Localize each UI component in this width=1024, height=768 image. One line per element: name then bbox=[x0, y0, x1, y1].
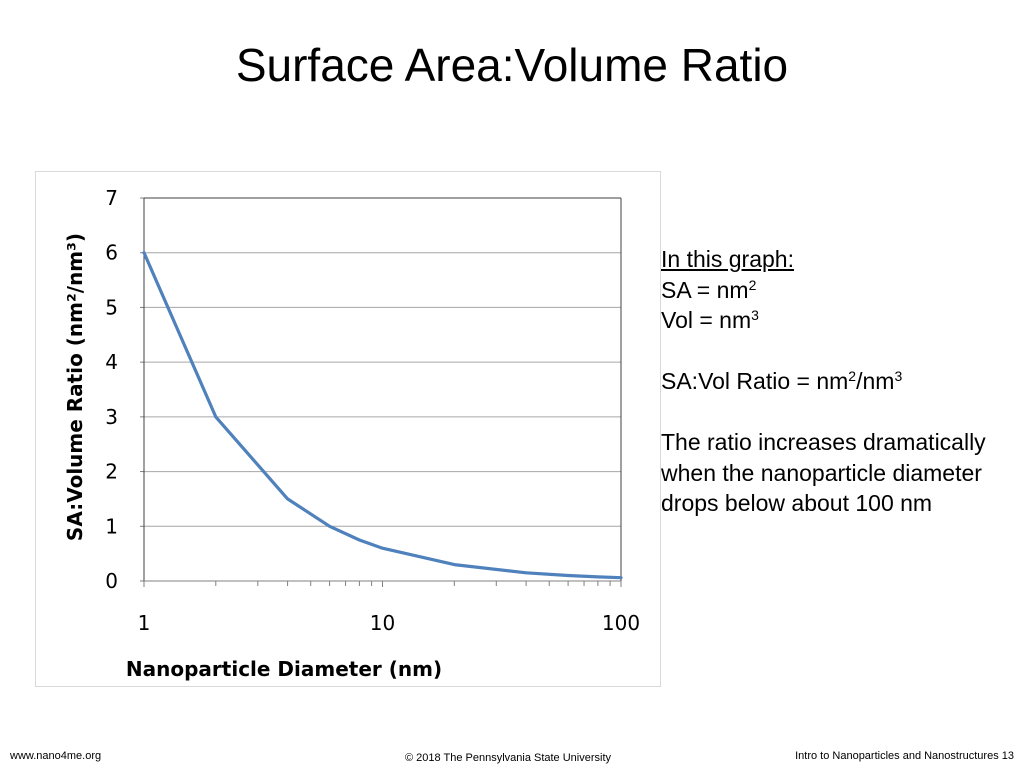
footer-course-page: Intro to Nanoparticles and Nanostructure… bbox=[795, 750, 1014, 762]
x-tick-label-100: 100 bbox=[602, 611, 640, 635]
slide-title: Surface Area:Volume Ratio bbox=[235, 39, 789, 91]
notes-spacer-2 bbox=[661, 397, 1011, 428]
y-tick-label-7: 7 bbox=[105, 186, 118, 210]
grid-layer bbox=[144, 197, 621, 527]
vol-prefix: Vol = nm bbox=[661, 307, 752, 333]
y-tick-label-4: 4 bbox=[105, 350, 118, 374]
sa-prefix: SA = nm bbox=[661, 276, 749, 303]
x-tick-label-10: 10 bbox=[370, 611, 395, 635]
notes-paragraph: The ratio increases dramatically when th… bbox=[661, 429, 986, 516]
y-axis-title: SA:Volume Ratio (nm²/nm³) bbox=[63, 233, 87, 541]
vol-exponent: 3 bbox=[751, 307, 759, 323]
ratio-prefix: SA:Vol Ratio = nm bbox=[661, 368, 849, 394]
graph-notes: In this graph: SA = nm2 Vol = nm3 SA:Vol… bbox=[661, 244, 1011, 519]
y-tick-label-6: 6 bbox=[105, 241, 118, 265]
data-series-line-0 bbox=[142, 251, 623, 580]
ratio-exponent-denominator: 3 bbox=[894, 368, 903, 384]
x-axis-title: Nanoparticle Diameter (nm) bbox=[126, 657, 442, 681]
x-tick-label-1: 1 bbox=[138, 611, 151, 635]
y-tick-label-5: 5 bbox=[105, 295, 118, 319]
notes-heading: In this graph: bbox=[661, 246, 794, 272]
y-tick-label-3: 3 bbox=[105, 405, 118, 429]
ratio-exponent-numerator: 2 bbox=[848, 368, 857, 384]
series-layer bbox=[142, 251, 623, 580]
footer-copyright: © 2018 The Pennsylvania State University bbox=[405, 752, 612, 764]
ratio-definition: SA:Vol Ratio = nm2/nm3 bbox=[661, 366, 1011, 397]
ratio-mid: /nm bbox=[856, 368, 895, 394]
y-tick-label-2: 2 bbox=[105, 460, 118, 484]
axis-layer bbox=[140, 197, 622, 587]
sa-exponent: 2 bbox=[748, 276, 757, 293]
vol-definition: Vol = nm3 bbox=[661, 305, 1011, 336]
y-tick-label-0: 0 bbox=[105, 569, 118, 593]
notes-spacer bbox=[661, 336, 1011, 367]
y-tick-label-1: 1 bbox=[105, 514, 118, 538]
sa-definition: SA = nm2 bbox=[661, 275, 1011, 306]
footer-website: www.nano4me.org bbox=[10, 750, 102, 762]
chart-frame: 0 1 2 3 4 5 6 7 1 10 100 Nanoparticle Diameter (nm… bbox=[35, 171, 661, 687]
